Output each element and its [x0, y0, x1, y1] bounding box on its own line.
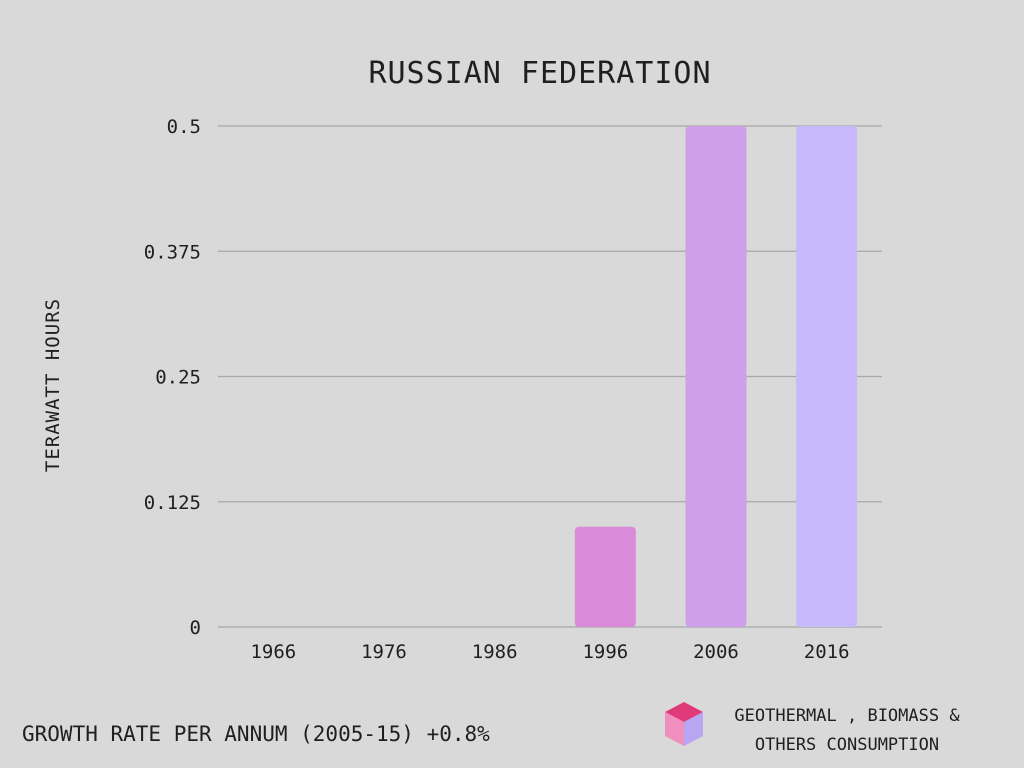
x-tick-label: 1976	[361, 641, 407, 663]
y-axis-ticks: 0 0.125 0.25 0.375 0.5	[144, 116, 201, 639]
bar-1996	[574, 526, 636, 627]
y-tick-label: 0.375	[144, 241, 201, 263]
legend-label: GEOTHERMAL , BIOMASS & OTHERS CONSUMPTIO…	[722, 702, 972, 760]
bars	[574, 126, 858, 627]
legend-label-line-1: GEOTHERMAL , BIOMASS &	[734, 706, 960, 726]
y-tick-label: 0	[190, 617, 201, 639]
x-tick-label: 1996	[582, 641, 628, 663]
x-axis-ticks: 1966 1976 1986 1996 2006 2016	[250, 641, 849, 663]
y-tick-label: 0.125	[144, 492, 201, 514]
growth-rate-note: GROWTH RATE PER ANNUM (2005-15) +0.8%	[22, 722, 490, 746]
legend-label-line-2: OTHERS CONSUMPTION	[754, 735, 940, 755]
x-tick-label: 2006	[693, 641, 739, 663]
y-tick-label: 0.25	[155, 367, 201, 389]
x-tick-label: 1966	[250, 641, 296, 663]
gridlines	[218, 125, 882, 628]
x-tick-label: 2016	[804, 641, 850, 663]
x-tick-label: 1986	[472, 641, 518, 663]
y-tick-label: 0.5	[167, 116, 201, 138]
cube-icon-left	[665, 712, 684, 746]
legend-cube-icon	[665, 702, 703, 746]
chart-title: RUSSIAN FEDERATION	[368, 56, 712, 91]
cube-icon-right	[684, 712, 703, 746]
bar-2016	[796, 126, 858, 627]
bar-2006	[685, 126, 747, 627]
y-axis-label: TERAWATT HOURS	[42, 297, 64, 473]
